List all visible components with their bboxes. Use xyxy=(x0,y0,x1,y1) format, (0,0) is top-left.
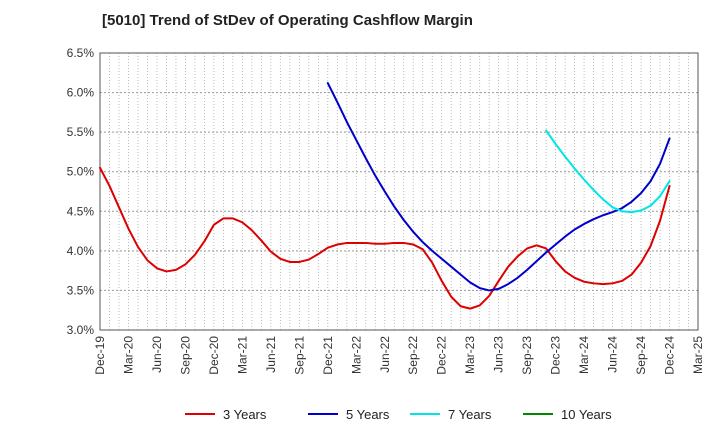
x-tick-label: Sep-23 xyxy=(520,336,534,375)
legend-label: 3 Years xyxy=(223,407,267,422)
plot-area xyxy=(100,53,698,330)
x-tick-label: Dec-24 xyxy=(663,336,677,375)
x-tick-label: Jun-21 xyxy=(264,336,278,373)
x-tick-label: Mar-25 xyxy=(691,336,705,374)
y-tick-label: 3.5% xyxy=(67,283,95,297)
y-tick-label: 6.5% xyxy=(67,46,95,60)
legend-label: 10 Years xyxy=(561,407,612,422)
series-line-3-years xyxy=(99,166,671,310)
y-tick-label: 5.0% xyxy=(67,165,95,179)
x-tick-label: Dec-20 xyxy=(207,336,221,375)
y-tick-label: 4.0% xyxy=(67,244,95,258)
x-tick-label: Mar-23 xyxy=(463,336,477,374)
x-tick-label: Jun-22 xyxy=(378,336,392,373)
series-line-5-years xyxy=(326,82,671,292)
x-tick-label: Dec-19 xyxy=(93,336,107,375)
plot-border xyxy=(99,52,699,331)
x-tick-label: Jun-24 xyxy=(606,336,620,373)
x-tick-label: Dec-22 xyxy=(435,336,449,375)
x-tick-label: Mar-20 xyxy=(121,336,135,374)
series-line-7-years xyxy=(545,129,671,214)
legend-label: 7 Years xyxy=(448,407,492,422)
chart-title: [5010] Trend of StDev of Operating Cashf… xyxy=(102,12,473,29)
x-tick-label: Jun-20 xyxy=(150,336,164,373)
x-tick-label: Jun-23 xyxy=(492,336,506,373)
x-tick-label: Sep-22 xyxy=(406,336,420,375)
legend-label: 5 Years xyxy=(346,407,390,422)
y-tick-label: 5.5% xyxy=(67,125,95,139)
x-tick-label: Dec-21 xyxy=(321,336,335,375)
x-tick-label: Dec-23 xyxy=(549,336,563,375)
y-tick-label: 4.5% xyxy=(67,204,95,218)
y-tick-label: 6.0% xyxy=(67,86,95,100)
x-tick-label: Mar-24 xyxy=(577,336,591,374)
y-tick-label: 3.0% xyxy=(67,323,95,337)
x-tick-label: Sep-21 xyxy=(292,336,306,375)
x-tick-label: Sep-24 xyxy=(634,336,648,375)
x-tick-label: Mar-22 xyxy=(349,336,363,374)
x-tick-label: Sep-20 xyxy=(178,336,192,375)
x-tick-label: Mar-21 xyxy=(235,336,249,374)
